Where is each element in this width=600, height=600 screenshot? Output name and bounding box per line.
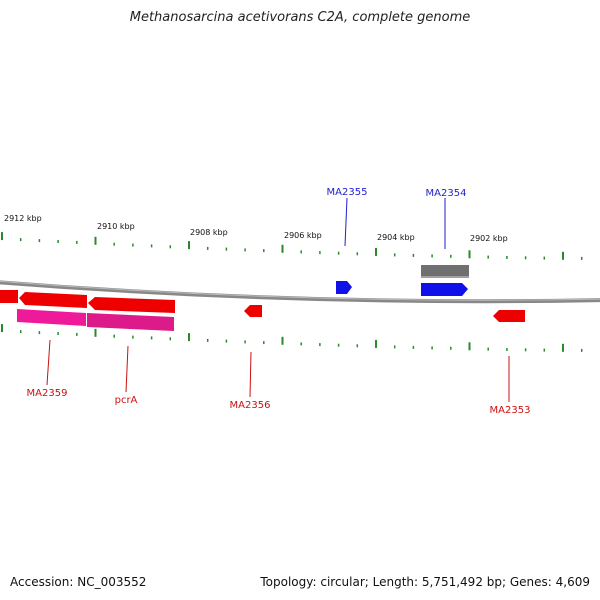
gene-feature-red-1[interactable] — [19, 292, 87, 308]
map-title: Methanosarcina acetivorans C2A, complete… — [129, 10, 471, 25]
gene-label-ma2353: MA2353 — [490, 405, 531, 416]
gene-label-ma2355: MA2355 — [327, 187, 368, 198]
gene-label-ma2354: MA2354 — [426, 188, 467, 199]
accession-text: Accession: NC_003552 — [10, 575, 147, 589]
gene-label-ma2356: MA2356 — [230, 400, 271, 411]
leader-line-pcra — [125, 345, 129, 393]
genome-summary-text: Topology: circular; Length: 5,751,492 bp… — [260, 575, 590, 589]
tick-label-2912: 2912 kbp — [4, 214, 42, 223]
tick-label-2908: 2908 kbp — [190, 228, 228, 237]
forward-tick-track — [1, 232, 583, 260]
rna-feature-pink-1[interactable] — [17, 309, 86, 326]
leader-line-ma2356 — [249, 351, 252, 398]
reverse-tick-track — [1, 324, 583, 352]
tick-label-2902: 2902 kbp — [470, 234, 508, 243]
gene-feature-ma2355[interactable] — [336, 281, 352, 294]
genome-backbone-highlight — [0, 280, 600, 301]
tick-label-2906: 2906 kbp — [284, 231, 322, 240]
gene-feature-ma2353[interactable] — [493, 310, 525, 322]
leader-line-ma2359 — [46, 339, 51, 386]
rna-feature-pink-2[interactable] — [87, 313, 174, 331]
gene-label-pcra: pcrA — [115, 395, 138, 406]
genome-backbone — [0, 280, 600, 304]
leader-line-ma2355 — [344, 197, 348, 247]
gene-feature-left-edge[interactable] — [0, 290, 18, 303]
gene-feature-pcra[interactable] — [88, 297, 175, 313]
feature-gray-block-shadow — [421, 276, 469, 278]
gene-feature-ma2356[interactable] — [244, 305, 262, 317]
tick-label-2910: 2910 kbp — [97, 222, 135, 231]
feature-gray-block[interactable] — [421, 265, 469, 278]
gene-label-ma2359: MA2359 — [27, 388, 68, 399]
tick-label-2904: 2904 kbp — [377, 233, 415, 242]
gene-feature-ma2354[interactable] — [421, 283, 468, 296]
